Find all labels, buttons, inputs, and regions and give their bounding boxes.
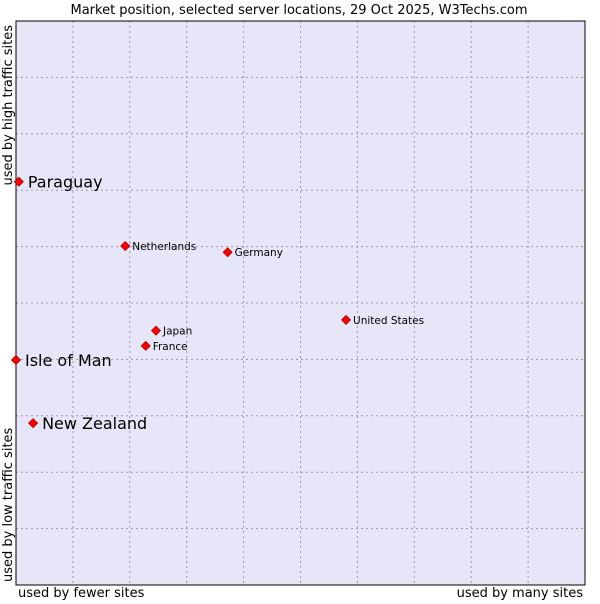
data-label-netherlands: Netherlands: [132, 241, 196, 253]
data-point-netherlands: [120, 240, 131, 252]
y-axis-label-bottom: used by low traffic sites: [1, 427, 16, 582]
data-label-japan: Japan: [162, 326, 192, 338]
data-point-france: [140, 340, 151, 351]
x-axis-label-right: used by many sites: [457, 586, 584, 600]
data-point-isle-of-man: [10, 354, 22, 366]
data-label-isle-of-man: Isle of Man: [25, 351, 112, 370]
grid-lines: [16, 21, 585, 585]
data-point-paraguay: [13, 176, 24, 187]
y-axis-label-top: used by high traffic sites: [1, 25, 16, 186]
chart-title: Market position, selected server locatio…: [70, 3, 527, 18]
data-points: [10, 176, 352, 429]
data-label-france: France: [153, 341, 188, 353]
data-label-united-states: United States: [353, 315, 424, 327]
data-label-new-zealand: New Zealand: [42, 414, 147, 433]
x-axis-label-left: used by fewer sites: [18, 586, 145, 600]
data-label-paraguay: Paraguay: [28, 173, 103, 192]
data-point-germany: [222, 247, 233, 258]
data-labels: Paraguay Netherlands Germany United States J…: [25, 173, 424, 433]
data-point-japan: [150, 325, 162, 336]
plot-border: [15, 20, 586, 586]
data-label-germany: Germany: [235, 247, 283, 259]
data-point-united-states: [340, 314, 352, 325]
data-point-new-zealand: [28, 418, 39, 429]
